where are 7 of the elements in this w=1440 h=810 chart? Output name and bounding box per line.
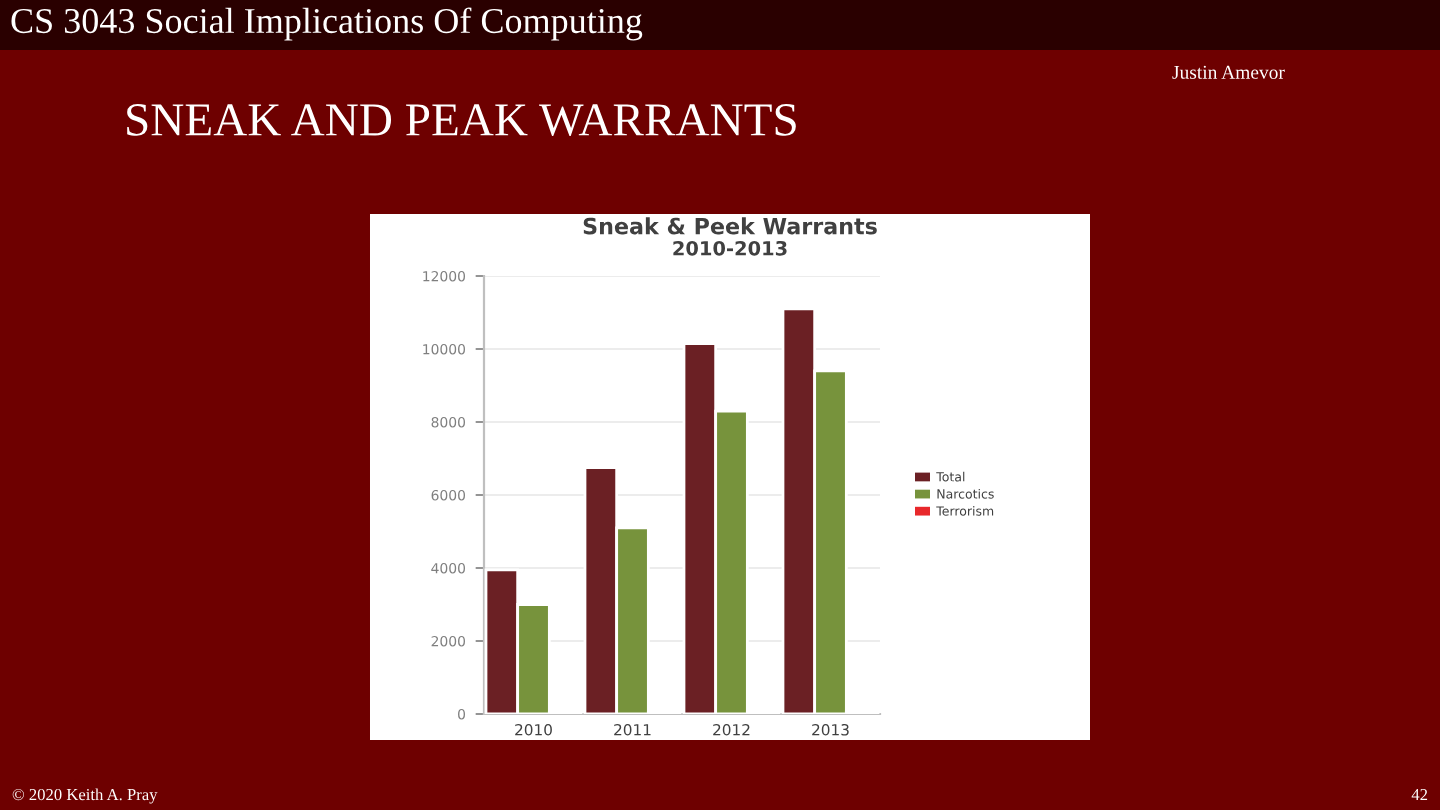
text: 42	[1411, 788, 1428, 801]
text: CS 3043 Social Implications Of Computing	[11, 7, 643, 41]
text: © 2020 Keith A. Pray	[12, 788, 158, 804]
text: SNEAK AND PEAK WARRANTS	[127, 104, 796, 137]
text: Justin Amevor	[1172, 65, 1285, 79]
chart-title: Sneak & Peek Warrants	[583, 217, 877, 235]
chart-subtitle: 2010-2013	[673, 240, 787, 256]
